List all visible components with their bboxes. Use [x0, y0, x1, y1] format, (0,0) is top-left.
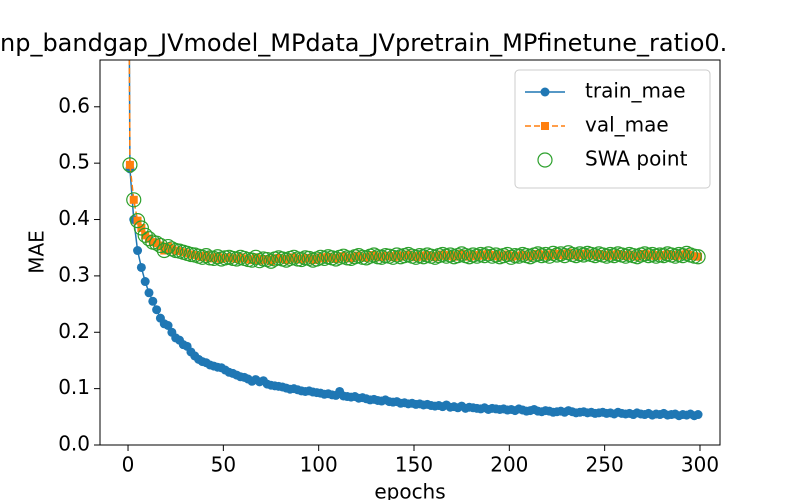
point: [557, 248, 573, 264]
point: [136, 262, 146, 272]
point: [133, 246, 143, 256]
point: [385, 249, 401, 265]
x-tick-label: 0: [122, 453, 135, 477]
y-tick-label: 0.2: [58, 319, 90, 343]
point: [137, 223, 146, 232]
y-tick-label: 0.3: [58, 262, 90, 286]
point: [263, 253, 279, 269]
y-axis-label: MAE: [25, 230, 49, 274]
point: [499, 246, 516, 263]
plot-area: [122, 60, 706, 421]
point: [690, 249, 706, 265]
x-tick-label: 150: [395, 453, 433, 477]
x-tick-label: 50: [211, 453, 236, 477]
legend-label: SWA point: [585, 147, 688, 171]
point: [156, 241, 165, 250]
x-tick-label: 250: [586, 453, 624, 477]
legend-marker: [537, 152, 553, 168]
point: [126, 192, 142, 208]
y-tick-label: 0.0: [58, 432, 90, 456]
point: [129, 195, 138, 204]
y-tick-label: 0.4: [58, 206, 90, 230]
point: [152, 305, 162, 315]
legend-label: val_mae: [585, 113, 669, 137]
y-tick-label: 0.5: [58, 150, 90, 174]
point: [140, 277, 150, 287]
chart-title: np_bandgap_JVmodel_MPdata_JVpretrain_MPf…: [0, 29, 727, 57]
point: [141, 231, 157, 247]
point: [144, 288, 154, 298]
point: [152, 237, 169, 254]
point: [210, 249, 226, 265]
x-axis-label: epochs: [374, 480, 445, 500]
legend-label: train_mae: [585, 79, 686, 103]
point: [675, 248, 691, 264]
point: [129, 213, 146, 229]
point: [244, 252, 260, 268]
legend-box: [514, 69, 711, 189]
point: [125, 160, 134, 169]
point: [198, 248, 214, 264]
point: [541, 248, 557, 264]
point: [133, 220, 149, 236]
point: [160, 238, 176, 255]
legend-marker: [540, 87, 550, 97]
y-tick-label: 0.1: [58, 375, 90, 399]
x-tick-label: 200: [490, 453, 528, 477]
x-tick-label: 100: [300, 453, 338, 477]
y-tick-label: 0.6: [58, 93, 90, 117]
point: [694, 252, 703, 261]
point: [248, 249, 264, 265]
point: [693, 410, 703, 420]
axes-frame: [99, 59, 721, 446]
legend-marker: [541, 122, 549, 130]
point: [122, 157, 138, 173]
point: [480, 246, 496, 262]
point: [163, 320, 173, 330]
point: [133, 216, 142, 225]
point: [156, 242, 172, 259]
x-tick-label: 300: [681, 453, 719, 477]
point: [148, 296, 158, 306]
